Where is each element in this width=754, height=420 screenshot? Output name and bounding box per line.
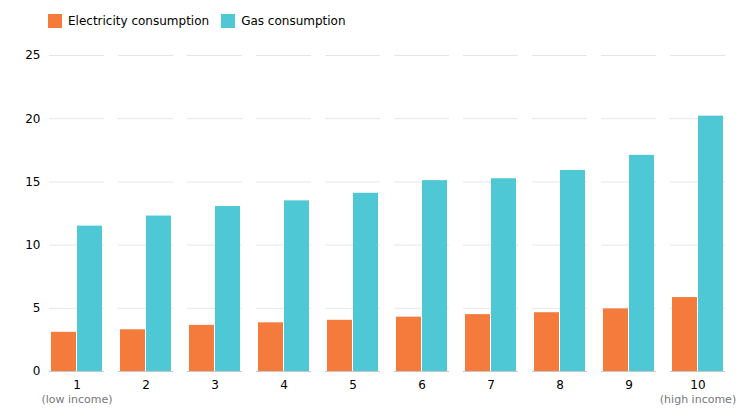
html-text:Gas consumption: Gas consumption xyxy=(241,13,346,28)
svg-text:3: 3 xyxy=(211,378,219,392)
svg-text:7: 7 xyxy=(487,378,495,392)
svg-text:25: 25 xyxy=(25,48,40,62)
svg-text:4: 4 xyxy=(280,378,288,392)
svg-text:6: 6 xyxy=(418,378,426,392)
svg-text:5: 5 xyxy=(349,378,357,392)
svg-text:5: 5 xyxy=(33,301,41,315)
svg-text:1: 1 xyxy=(73,378,81,392)
svg-text:0: 0 xyxy=(33,364,41,378)
svg-text:9: 9 xyxy=(625,378,633,392)
html-text:Electricity consumption: Electricity consumption xyxy=(68,13,210,28)
svg-text:20: 20 xyxy=(25,112,40,126)
svg-text:8: 8 xyxy=(556,378,564,392)
svg-text:10: 10 xyxy=(25,238,40,252)
svg-text:15: 15 xyxy=(25,175,40,189)
svg-text:2: 2 xyxy=(142,378,150,392)
svg-text:(low income): (low income) xyxy=(41,393,112,406)
svg-text:10: 10 xyxy=(690,378,705,392)
svg-text:(high income): (high income) xyxy=(660,393,736,406)
